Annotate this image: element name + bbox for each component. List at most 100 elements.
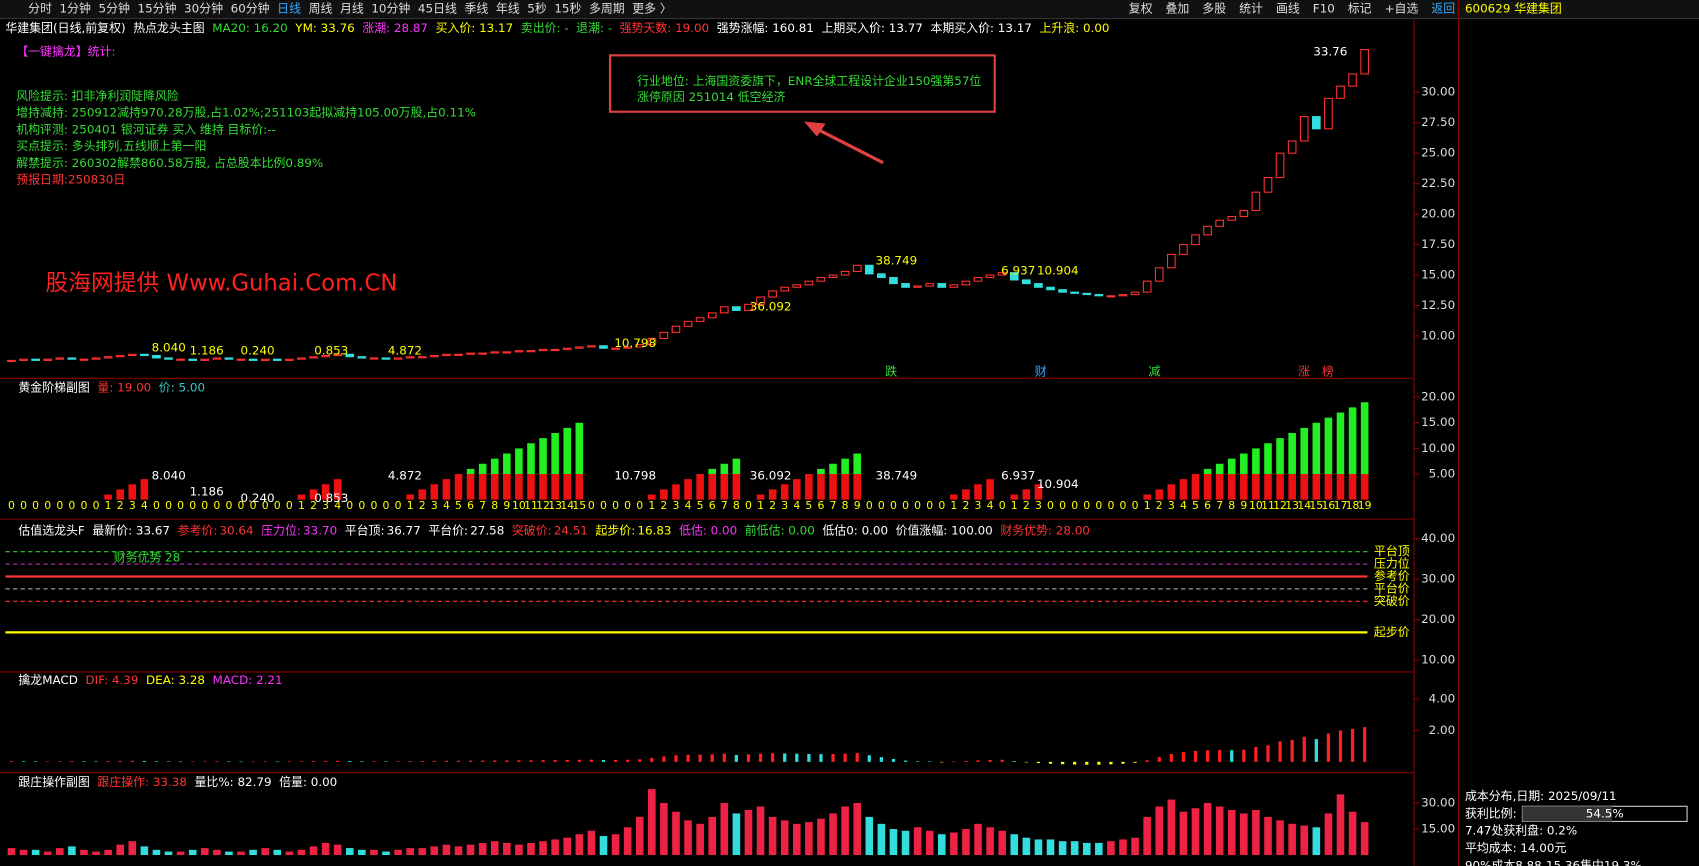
toolbar-item[interactable]: 1分钟 [60,1,91,15]
toolbar-item[interactable]: 5秒 [527,1,547,15]
candle [913,285,922,288]
volume-bar [1034,839,1043,856]
ladder-bar [454,474,463,500]
macd-bar [1157,757,1161,762]
toolbar-item[interactable]: 45日线 [418,1,457,15]
macd-bar [819,754,823,762]
toolbar-item[interactable]: 年线 [496,1,520,15]
toolbar-item[interactable]: 周线 [309,1,333,15]
candle [79,358,89,361]
ladder-bar [551,474,559,500]
level-label: 平台顶 [1374,544,1410,558]
volume-bar [80,849,88,856]
ladder-count: 2 [962,499,969,512]
ladder-bar [527,474,535,500]
ladder-count: 0 [286,499,293,512]
ladder-count: 0 [926,499,933,512]
toolbar-item[interactable]: 30分钟 [184,1,223,15]
macd-bar [988,759,992,762]
stock-label: 600629 华建集团 [1465,1,1562,15]
toolbar-item[interactable]: 多周期 [589,1,625,15]
volume-bar [1360,822,1369,856]
toolbar-button[interactable]: F10 [1313,1,1335,15]
toolbar-button[interactable]: 画线 [1276,1,1300,15]
candle [659,331,669,340]
candle [1299,116,1309,142]
macd-bar [118,760,122,762]
ladder-count: 0 [1120,499,1127,512]
ladder-count: 2 [310,499,317,512]
toolbar-item[interactable]: 月线 [340,1,364,15]
ladder-count: 19 [1358,499,1372,512]
ladder-count: 11 [1261,499,1275,512]
volume-bar [805,822,813,856]
ladder-bar [1240,474,1248,500]
volume-bar [563,837,572,856]
header-item: 前低估: 0.00 [745,524,815,538]
y-tick-label: 2.00 [1429,723,1456,737]
macd-bar [215,761,219,762]
macd-bar [940,761,944,763]
ladder-count: 0 [383,499,390,512]
ladder-count: 0 [346,499,353,512]
macd-bar [1109,761,1113,765]
ladder-bar [1264,474,1272,500]
ladder-count: 6 [467,499,474,512]
macd-bar [1350,728,1355,762]
toolbar-item[interactable]: 15分钟 [138,1,177,15]
candle [1227,216,1237,221]
ladder-count: 1 [757,499,764,512]
ladder-bar [1300,474,1309,500]
ladder-count: 6 [818,499,825,512]
macd-bar [807,754,811,762]
y-tick-label: 5.00 [1429,467,1456,481]
volume-bar [309,846,318,856]
volume-bar [865,816,874,856]
candle [671,325,681,333]
volume-bar [792,823,801,856]
y-tick-label: 30.00 [1421,796,1455,810]
toolbar-item[interactable]: 分时 [28,1,52,15]
toolbar-item[interactable]: 60分钟 [231,1,270,15]
volume-bar [1155,806,1164,856]
macd-bar [915,761,920,762]
header-item-value: 24.51 [554,524,588,538]
ladder-annotation: 8.040 [152,468,186,482]
toolbar-button[interactable]: +自选 [1385,1,1419,15]
macd-bar [1085,761,1089,765]
ladder-count: 0 [1047,499,1054,512]
candle [1130,291,1140,296]
macd-bar [1230,750,1234,762]
header-item-name: 平台顶: [345,524,385,538]
ladder-count: 4 [443,499,450,512]
volume-bar [937,834,946,856]
ladder-bar [805,474,813,500]
toolbar-button[interactable]: 返回 [1431,1,1455,15]
y-tick-label: 20.00 [1421,612,1455,626]
toolbar-button[interactable]: 统计 [1239,1,1263,15]
macd-bar [928,761,932,762]
volume-bar [1131,837,1139,856]
toolbar-item[interactable]: 季线 [464,1,488,15]
macd-bar [505,760,509,762]
toolbar-button[interactable]: 多股 [1202,1,1226,15]
toolbar-item[interactable]: 5分钟 [99,1,130,15]
y-tick-label: 10.00 [1421,653,1455,667]
volume-bar [768,816,777,856]
ladder-bar [575,422,584,475]
toolbar-item[interactable]: 更多 〉 [632,1,672,15]
toolbar-button[interactable]: 标记 [1348,1,1372,15]
toolbar-item[interactable]: 日线 [277,1,301,15]
toolbar-item[interactable]: 15秒 [554,1,581,15]
toolbar-button[interactable]: 复权 [1129,1,1153,15]
candle [635,344,645,348]
candle [55,357,65,360]
volume-bar [188,849,197,856]
ladder-count: 8 [733,499,740,512]
toolbar-item[interactable]: 10分钟 [371,1,410,15]
ladder-bar [853,453,861,475]
candle [333,353,343,357]
toolbar-button[interactable]: 叠加 [1166,1,1190,15]
macd-bar [783,753,787,762]
ladder-bar [672,484,680,500]
